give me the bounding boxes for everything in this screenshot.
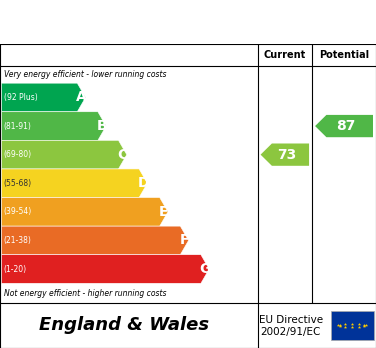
Polygon shape <box>2 140 127 169</box>
Polygon shape <box>2 226 188 255</box>
Text: Not energy efficient - higher running costs: Not energy efficient - higher running co… <box>4 288 166 298</box>
Text: (81-91): (81-91) <box>4 121 32 130</box>
Polygon shape <box>2 83 86 112</box>
Bar <box>331 311 374 340</box>
Text: (92 Plus): (92 Plus) <box>4 93 38 102</box>
Text: Energy Efficiency Rating: Energy Efficiency Rating <box>11 13 259 31</box>
Polygon shape <box>261 143 309 166</box>
Text: (55-68): (55-68) <box>4 179 32 188</box>
Text: F: F <box>180 234 189 247</box>
Text: England & Wales: England & Wales <box>39 316 209 334</box>
Text: E: E <box>159 205 168 219</box>
Text: (69-80): (69-80) <box>4 150 32 159</box>
Text: Potential: Potential <box>319 50 369 60</box>
Text: C: C <box>117 148 128 162</box>
Polygon shape <box>2 169 147 198</box>
Text: A: A <box>76 90 87 104</box>
Text: B: B <box>97 119 107 133</box>
Polygon shape <box>2 198 168 226</box>
Text: (39-54): (39-54) <box>4 207 32 216</box>
Text: Current: Current <box>264 50 306 60</box>
Polygon shape <box>2 112 106 140</box>
Polygon shape <box>315 115 373 137</box>
Text: EU Directive: EU Directive <box>259 315 323 325</box>
Text: G: G <box>199 262 211 276</box>
Text: 87: 87 <box>336 119 355 133</box>
Text: 73: 73 <box>277 148 296 162</box>
Polygon shape <box>2 255 209 283</box>
Text: 2002/91/EC: 2002/91/EC <box>261 327 321 337</box>
Text: (21-38): (21-38) <box>4 236 32 245</box>
Text: D: D <box>138 176 149 190</box>
Text: (1-20): (1-20) <box>4 264 27 274</box>
Text: Very energy efficient - lower running costs: Very energy efficient - lower running co… <box>4 70 166 79</box>
